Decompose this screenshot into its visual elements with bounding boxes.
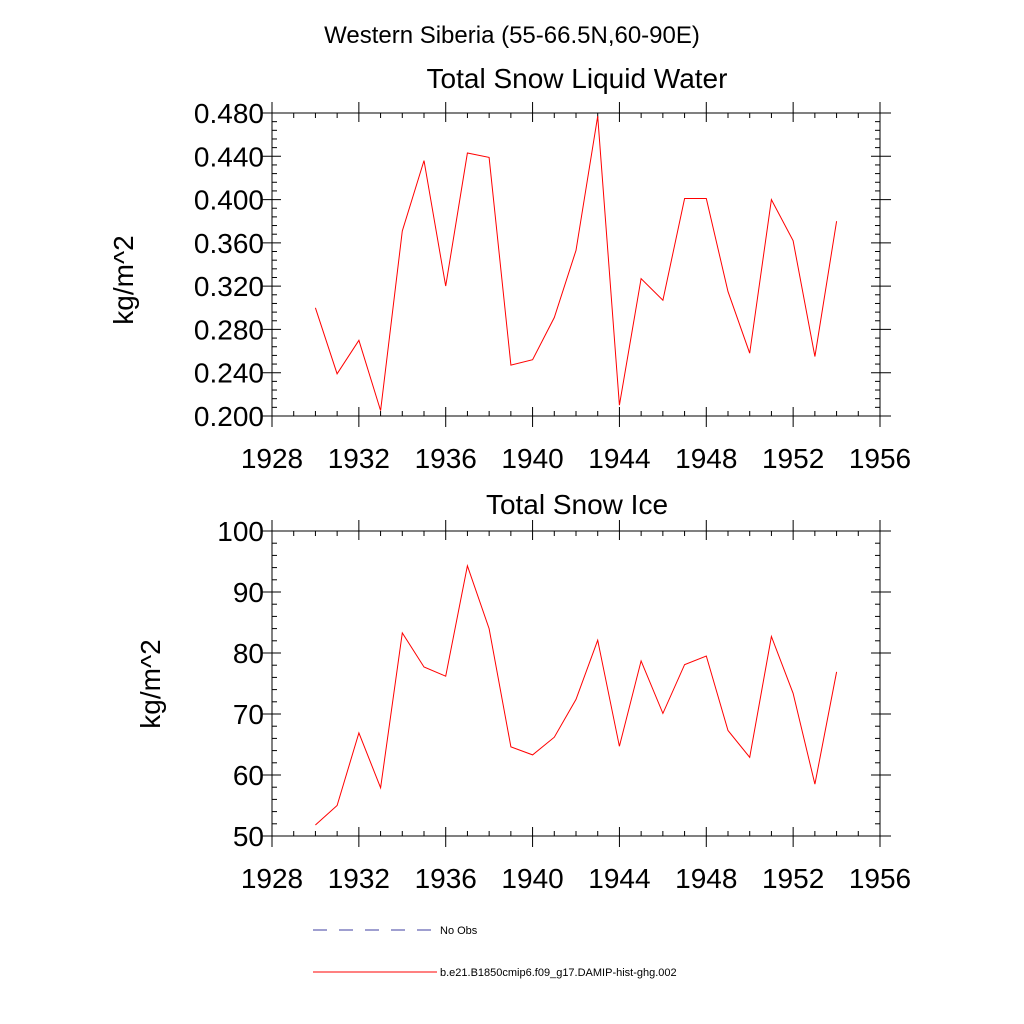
x-tick-label: 1932 xyxy=(328,863,390,894)
y-tick-label: 70 xyxy=(233,699,264,730)
x-tick-label: 1944 xyxy=(588,443,650,474)
x-tick-label: 1956 xyxy=(849,443,911,474)
x-tick-label: 1948 xyxy=(675,443,737,474)
legend-item-no-obs: No Obs xyxy=(313,925,478,937)
chart-snow-liquid-water: Total Snow Liquid Water kg/m^2 1928 1932 1… xyxy=(108,63,911,474)
chart-title: Total Snow Ice xyxy=(486,489,668,520)
y-tick-label: 50 xyxy=(233,821,264,852)
x-tick-label: 1940 xyxy=(501,863,563,894)
series-line xyxy=(315,563,838,826)
y-tick-label: 80 xyxy=(233,638,264,669)
y-tick-label: 0.440 xyxy=(194,141,264,172)
y-axis-label: kg/m^2 xyxy=(108,235,139,324)
y-tick-label: 0.280 xyxy=(194,314,264,345)
y-axis-label: kg/m^2 xyxy=(135,639,166,728)
x-tick-label: 1948 xyxy=(675,863,737,894)
y-tick-label: 0.480 xyxy=(194,98,264,129)
x-tick-label: 1952 xyxy=(762,863,824,894)
x-tick-label: 1928 xyxy=(241,443,303,474)
plot-frame xyxy=(271,530,881,837)
chart-title: Total Snow Liquid Water xyxy=(427,63,728,94)
x-tick-label: 1936 xyxy=(415,863,477,894)
chart-snow-ice: Total Snow Ice kg/m^2 1928 1932 1936 1940 19… xyxy=(135,489,911,894)
y-tick-label: 60 xyxy=(233,760,264,791)
x-tick-label: 1932 xyxy=(328,443,390,474)
legend: No Obs b.e21.B1850cmip6.f09_g17.DAMIP-hi… xyxy=(313,925,677,979)
y-tick-label: 0.240 xyxy=(194,358,264,389)
series-line xyxy=(314,116,838,411)
x-tick-label: 1928 xyxy=(241,863,303,894)
legend-item-model-run: b.e21.B1850cmip6.f09_g17.DAMIP-hist-ghg.… xyxy=(313,967,677,979)
x-tick-label: 1940 xyxy=(501,443,563,474)
legend-label: b.e21.B1850cmip6.f09_g17.DAMIP-hist-ghg.… xyxy=(440,967,677,979)
y-tick-label: 90 xyxy=(233,577,264,608)
y-tick-label: 0.360 xyxy=(194,228,264,259)
y-tick-label: 0.320 xyxy=(194,271,264,302)
x-tick-label: 1936 xyxy=(415,443,477,474)
x-tick-label: 1956 xyxy=(849,863,911,894)
plot-frame xyxy=(271,112,881,417)
y-tick-label: 0.200 xyxy=(194,401,264,432)
legend-label: No Obs xyxy=(440,925,478,937)
page-title: Western Siberia (55-66.5N,60-90E) xyxy=(324,22,700,49)
x-tick-label: 1944 xyxy=(588,863,650,894)
y-tick-label: 100 xyxy=(217,516,264,547)
x-tick-label: 1952 xyxy=(762,443,824,474)
y-tick-label: 0.400 xyxy=(194,185,264,216)
